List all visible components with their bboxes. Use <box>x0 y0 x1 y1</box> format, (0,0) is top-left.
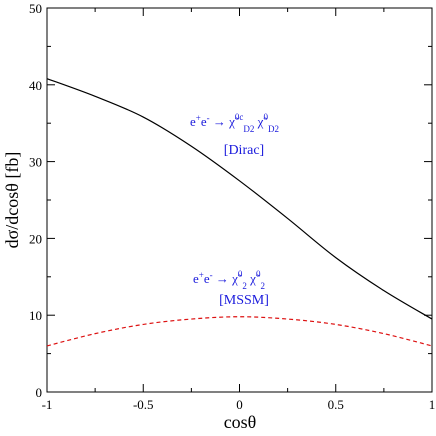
x-tick-label: -1 <box>42 397 53 412</box>
plot-frame <box>46 7 433 393</box>
y-tick-label: 30 <box>29 155 42 170</box>
dirac-label: [Dirac] <box>224 143 264 158</box>
svg-text:e+e- → χ̃0cD2 χ̃0D2: e+e- → χ̃0cD2 χ̃0D2 <box>190 112 279 134</box>
x-tick-label: 0.5 <box>328 397 344 412</box>
y-tick-label: 20 <box>29 231 42 246</box>
y-tick-label: 0 <box>36 385 43 400</box>
x-axis-title: cosθ <box>224 412 257 432</box>
y-axis-title: dσ/dcosθ [fb] <box>2 152 22 249</box>
y-tick-label: 10 <box>29 308 42 323</box>
x-tick-label: 1 <box>429 397 436 412</box>
series-line-dirac <box>46 78 433 320</box>
series-line-mssm <box>46 316 433 347</box>
dirac-process-label: e+e- → χ̃0cD2 χ̃0D2 <box>190 112 279 134</box>
y-tick-label: 40 <box>29 78 42 93</box>
x-tick-label: -0.5 <box>133 397 154 412</box>
y-tick-label: 50 <box>29 1 42 16</box>
x-tick-label: 0 <box>236 397 243 412</box>
mssm-process-label: e+e- → χ̃02 χ̃02 <box>193 269 265 291</box>
mssm-label: [MSSM] <box>219 293 269 308</box>
series-group <box>46 78 433 347</box>
svg-text:e+e- → χ̃02 χ̃02: e+e- → χ̃02 χ̃02 <box>193 269 265 291</box>
